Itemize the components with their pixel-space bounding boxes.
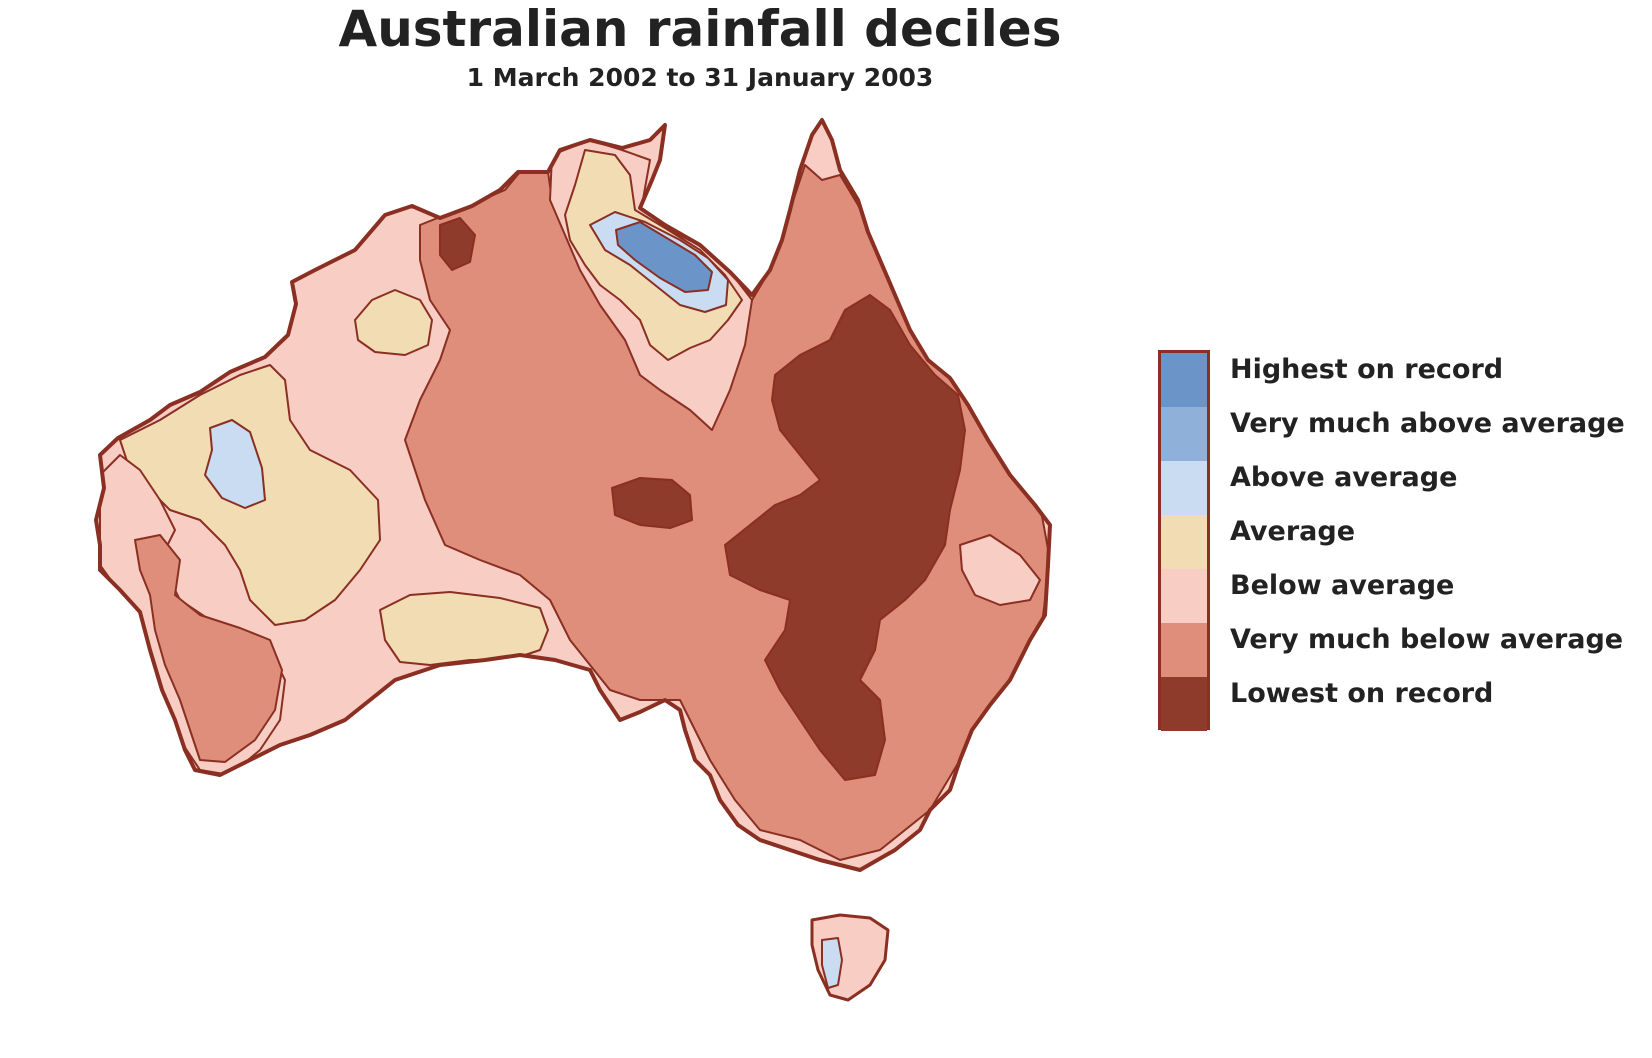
mainland [94,118,1052,872]
legend-swatch-below [1161,569,1207,623]
australia-rainfall-map [94,118,1052,1002]
legend-label-above: Above average [1230,462,1458,493]
legend-swatch-average [1161,515,1207,569]
region-lowest-on-record-central [611,477,693,529]
legend-label-lowest: Lowest on record [1230,678,1494,709]
region-lowest-on-record-kimberley [439,217,476,271]
region-average-pilbara [354,289,433,356]
mainland-coastline [94,118,1052,872]
legend-label-very-much-below: Very much below average [1230,624,1624,655]
region-average-south [379,591,549,666]
region-very-much-below-average-southwest [134,534,283,763]
legend-swatch-lowest [1161,677,1207,731]
legend-swatch-highest [1161,353,1207,407]
legend-swatch-very-much-above [1161,407,1207,461]
legend-swatch-above [1161,461,1207,515]
region-below-average-southeast [959,534,1041,606]
legend-label-below: Below average [1230,570,1455,601]
legend-swatch-very-much-below [1161,623,1207,677]
legend-label-average: Average [1230,516,1356,547]
legend-label-very-much-above: Very much above average [1230,408,1625,439]
region-lowest-on-record-east [724,294,966,781]
tasmania [810,913,890,1002]
region-very-much-above-average-north [615,221,713,293]
map-title: Australian rainfall deciles [338,0,1062,58]
region-above-average-west [204,419,266,509]
tasmania-above-average [821,937,843,989]
legend-label-highest: Highest on record [1230,354,1504,385]
legend-color-bar [1158,350,1210,731]
map-subtitle: 1 March 2002 to 31 January 2003 [466,63,934,92]
